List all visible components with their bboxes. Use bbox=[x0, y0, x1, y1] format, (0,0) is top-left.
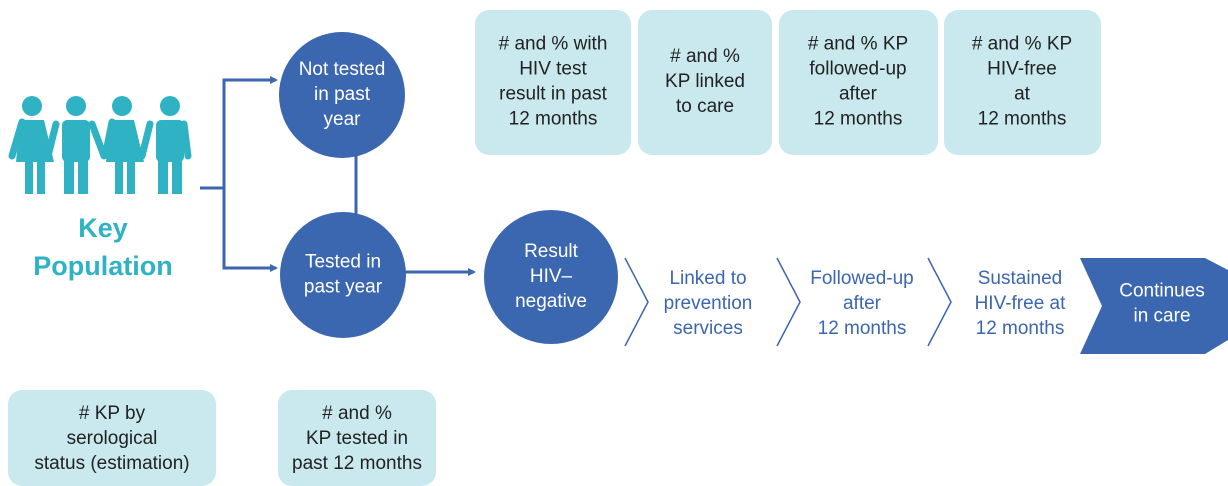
label: result in past bbox=[499, 84, 607, 105]
label: Not tested bbox=[299, 59, 386, 80]
circle bbox=[484, 210, 618, 344]
label: serological bbox=[67, 428, 158, 449]
label: # KP by bbox=[79, 403, 146, 424]
label: after bbox=[843, 293, 882, 314]
people-icon bbox=[8, 96, 192, 194]
indicator-box bbox=[944, 10, 1101, 155]
label: HIV-free at bbox=[975, 293, 1067, 314]
connector bbox=[200, 76, 278, 190]
label: Sustained bbox=[978, 268, 1063, 289]
indicator-box bbox=[278, 390, 436, 486]
circle bbox=[280, 212, 406, 338]
label: prevention bbox=[664, 293, 753, 314]
label: KP tested in bbox=[306, 428, 408, 449]
label: status (estimation) bbox=[34, 453, 189, 474]
label: Population bbox=[33, 251, 172, 281]
indicator-box bbox=[638, 10, 772, 155]
indicator-box bbox=[779, 10, 938, 155]
indicator-box bbox=[8, 390, 216, 486]
chevron bbox=[927, 257, 952, 347]
label: Tested in bbox=[305, 252, 381, 273]
label: KP linked bbox=[665, 71, 745, 92]
label: # and % bbox=[322, 403, 392, 424]
label: year bbox=[324, 109, 362, 130]
label: services bbox=[673, 318, 743, 339]
label: at bbox=[1014, 84, 1031, 105]
label: past 12 months bbox=[292, 453, 422, 474]
label: 12 months bbox=[814, 109, 903, 130]
label: to care bbox=[676, 96, 734, 117]
label: after bbox=[839, 84, 878, 105]
label: Key bbox=[78, 213, 128, 243]
label: 12 months bbox=[976, 318, 1065, 339]
indicator-box bbox=[475, 10, 631, 155]
label: followed-up bbox=[809, 59, 906, 80]
label: Continues bbox=[1119, 281, 1205, 302]
label: 12 months bbox=[978, 109, 1067, 130]
label: # and % with bbox=[499, 34, 608, 55]
label: # and % KP bbox=[808, 34, 908, 55]
label: HIV– bbox=[530, 266, 573, 287]
label: negative bbox=[515, 291, 587, 312]
connector bbox=[222, 188, 278, 272]
label: in care bbox=[1133, 306, 1190, 327]
circle bbox=[279, 32, 405, 158]
chevron-filled bbox=[1080, 258, 1228, 354]
chevron bbox=[624, 257, 649, 347]
label: Linked to bbox=[669, 268, 746, 289]
chevron bbox=[776, 257, 801, 347]
label: 12 months bbox=[509, 109, 598, 130]
label: past year bbox=[304, 277, 383, 298]
label: in past bbox=[314, 84, 371, 105]
label: 12 months bbox=[818, 318, 907, 339]
label: HIV test bbox=[519, 59, 587, 80]
label: HIV-free bbox=[987, 59, 1057, 80]
label: Followed-up bbox=[810, 268, 914, 289]
label: # and % KP bbox=[972, 34, 1072, 55]
label: Result bbox=[524, 241, 579, 262]
label: # and % bbox=[670, 46, 740, 67]
